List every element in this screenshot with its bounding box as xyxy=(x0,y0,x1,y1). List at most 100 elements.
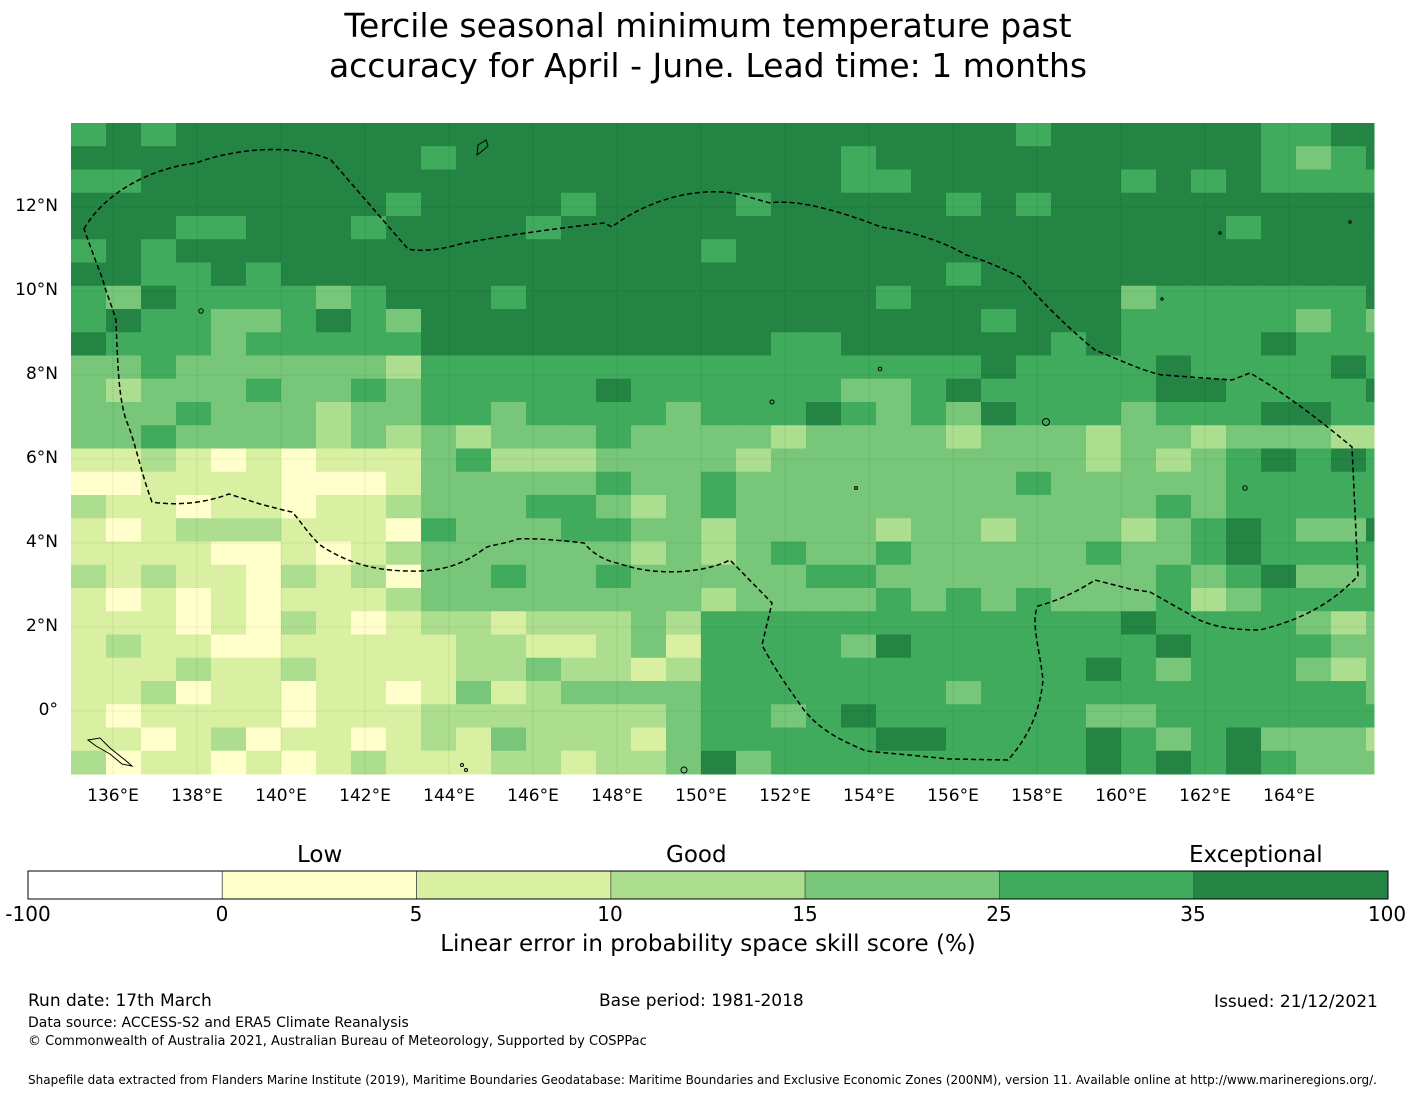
grid-cell xyxy=(806,169,842,194)
grid-cell xyxy=(1261,216,1297,240)
grid-cell xyxy=(176,611,212,635)
grid-cell xyxy=(141,495,177,519)
lon-label: 150°E xyxy=(675,786,727,806)
grid-cell xyxy=(246,123,282,147)
grid-cell xyxy=(421,355,457,380)
category-label-good: Good xyxy=(666,842,727,868)
grid-cell xyxy=(981,192,1017,217)
grid-cell xyxy=(211,192,247,217)
grid-cell xyxy=(1261,681,1297,705)
grid-cell xyxy=(981,588,1017,612)
grid-cell xyxy=(736,192,772,217)
grid-cell xyxy=(981,146,1017,170)
grid-cell xyxy=(456,518,492,542)
grid-cell xyxy=(246,378,282,403)
grid-cell xyxy=(211,332,247,356)
grid-cell xyxy=(351,471,387,496)
grid-cell xyxy=(1366,239,1375,263)
grid-cell xyxy=(351,285,387,310)
grid-cell xyxy=(1331,704,1367,728)
grid-cell xyxy=(1016,146,1052,170)
grid-cell xyxy=(841,471,877,496)
grid-cell xyxy=(1051,611,1087,635)
grid-cell xyxy=(246,169,282,194)
grid-cell xyxy=(806,402,842,426)
grid-cell xyxy=(526,750,562,775)
grid-cell xyxy=(1156,355,1192,380)
grid-cell xyxy=(526,681,562,705)
grid-cell xyxy=(876,216,912,240)
grid-cell xyxy=(316,169,352,194)
grid-cell xyxy=(561,727,597,752)
grid-cell xyxy=(211,657,247,682)
grid-cell xyxy=(211,146,247,170)
grid-cell xyxy=(1191,355,1227,380)
grid-cell xyxy=(911,518,947,542)
grid-cell xyxy=(1051,564,1087,589)
grid-cell xyxy=(911,216,947,240)
grid-cell xyxy=(176,239,212,263)
grid-cell xyxy=(1366,564,1375,589)
grid-cell xyxy=(876,425,912,449)
grid-cell xyxy=(1121,657,1157,682)
grid-cell xyxy=(631,146,667,170)
grid-cell xyxy=(1366,727,1375,752)
grid-cell xyxy=(281,588,317,612)
grid-cell xyxy=(946,169,982,194)
grid-cell xyxy=(351,123,387,147)
grid-cell xyxy=(771,332,807,356)
grid-cell xyxy=(911,332,947,356)
grid-cell xyxy=(1261,425,1297,449)
grid-cell xyxy=(981,216,1017,240)
grid-cell xyxy=(1331,495,1367,519)
grid-cell xyxy=(806,518,842,542)
grid-cell xyxy=(1121,681,1157,705)
grid-cell xyxy=(1121,146,1157,170)
grid-cell xyxy=(631,704,667,728)
grid-cell xyxy=(106,727,142,752)
grid-cell xyxy=(141,750,177,775)
grid-cell xyxy=(876,495,912,519)
grid-cell xyxy=(1296,309,1332,333)
grid-cell xyxy=(1366,262,1375,287)
grid-cell xyxy=(631,355,667,380)
grid-cell xyxy=(946,704,982,728)
grid-cell xyxy=(106,216,142,240)
grid-cell xyxy=(316,285,352,310)
grid-cell xyxy=(176,355,212,380)
grid-cell xyxy=(561,588,597,612)
grid-cell xyxy=(841,285,877,310)
grid-cell xyxy=(1331,262,1367,287)
grid-cell xyxy=(1121,309,1157,333)
grid-cell xyxy=(911,402,947,426)
grid-cell xyxy=(1121,750,1157,775)
grid-cell xyxy=(71,495,107,519)
grid-cell xyxy=(876,332,912,356)
grid-cell xyxy=(1121,611,1157,635)
grid-cell xyxy=(841,657,877,682)
grid-cell xyxy=(71,285,107,310)
eez-boundary xyxy=(83,148,1359,761)
grid-cell xyxy=(1086,564,1122,589)
grid-cell xyxy=(281,750,317,775)
grid-cell xyxy=(1261,588,1297,612)
grid-cell xyxy=(526,123,562,147)
grid-cell xyxy=(1051,750,1087,775)
grid-cell xyxy=(141,285,177,310)
grid-cell xyxy=(1296,239,1332,263)
grid-cell xyxy=(421,681,457,705)
grid-cell xyxy=(456,541,492,566)
grid-cell xyxy=(106,611,142,635)
grid-cell xyxy=(1156,378,1192,403)
grid-cell xyxy=(911,657,947,682)
grid-cell xyxy=(561,657,597,682)
grid-cell xyxy=(771,704,807,728)
grid-cell xyxy=(1261,727,1297,752)
grid-cell xyxy=(806,681,842,705)
grid-cell xyxy=(1016,332,1052,356)
lon-label: 154°E xyxy=(843,786,895,806)
grid-cell xyxy=(841,123,877,147)
grid-cell xyxy=(456,704,492,728)
grid-cell xyxy=(841,309,877,333)
grid-cell xyxy=(141,564,177,589)
